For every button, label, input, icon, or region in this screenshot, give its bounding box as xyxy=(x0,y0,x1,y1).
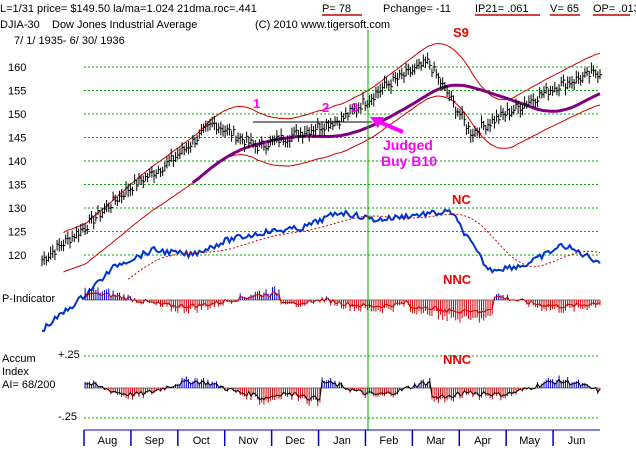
header-copyright: (C) 2010 www.tigersoft.com xyxy=(255,19,390,31)
p-indicator-label: P-Indicator xyxy=(2,293,56,305)
x-tick-label: Jun xyxy=(568,435,586,447)
y-tick-label: 120 xyxy=(8,250,26,262)
p-indicator-ma-line xyxy=(84,291,601,315)
header-ip21: IP21= .061 xyxy=(475,3,529,15)
price-grid xyxy=(84,66,600,256)
y-tick-label: 140 xyxy=(8,156,26,168)
y-tick-label: 150 xyxy=(8,109,26,121)
x-tick-label: May xyxy=(519,435,540,447)
header-pchange: Pchange= -11 xyxy=(383,3,451,15)
x-axis: Aug Sep Oct Nov Dec Jan Feb Mar Apr May Jun xyxy=(83,429,600,447)
x-tick-label: Aug xyxy=(98,435,118,447)
header-symbol: DJIA-30 xyxy=(0,19,40,31)
accum-label-1: Accum xyxy=(2,353,36,365)
price-bars xyxy=(41,52,602,267)
accum-bars xyxy=(84,375,601,407)
header-v: V= 65 xyxy=(550,3,579,15)
judged-label: Judged xyxy=(383,137,433,153)
accum-ma-line xyxy=(85,378,601,402)
peak-2-label: 2 xyxy=(322,100,329,115)
x-tick-label: Oct xyxy=(193,435,210,447)
accum-label-3: AI= 68/200 xyxy=(2,379,56,391)
x-tick-label: Mar xyxy=(426,435,445,447)
accum-minus-label: -.25 xyxy=(58,411,77,423)
header-p: P= 78 xyxy=(322,3,351,15)
x-tick-label: Dec xyxy=(285,435,305,447)
x-tick-label: Apr xyxy=(474,435,491,447)
x-tick-label: Jan xyxy=(333,435,351,447)
judged-arrow xyxy=(370,117,404,134)
y-tick-label: 160 xyxy=(8,62,26,74)
header-op: OP= .013 xyxy=(593,3,636,15)
nnc-label-1: NNC xyxy=(443,272,472,287)
nyse-ad-line xyxy=(42,208,601,332)
price-axis-labels: 120 125 130 135 140 145 150 155 160 xyxy=(8,62,26,262)
y-tick-label: 125 xyxy=(8,227,26,239)
accum-label-2: Index xyxy=(2,366,29,378)
upper-band-line xyxy=(63,43,601,233)
y-tick-label: 145 xyxy=(8,133,26,145)
s9-label: S9 xyxy=(453,25,469,40)
y-tick-label: 130 xyxy=(8,203,26,215)
buy-label: Buy B10 xyxy=(381,153,437,169)
header-line1: L=1/31 price= $149.50 la/ma=1.024 21dma.… xyxy=(0,3,257,15)
nnc-label-2: NNC xyxy=(443,352,472,367)
y-tick-label: 155 xyxy=(8,86,26,98)
x-tick-label: Nov xyxy=(238,435,258,447)
nyse-ma-line xyxy=(127,213,601,280)
peak-1-label: 1 xyxy=(253,96,260,111)
nc-label: NC xyxy=(452,192,471,207)
y-tick-label: 135 xyxy=(8,180,26,192)
header-dates: 7/ 1/ 1935- 6/ 30/ 1936 xyxy=(14,35,125,47)
peak-3-label: 3 xyxy=(351,100,358,115)
accum-plus-label: +.25 xyxy=(58,349,80,361)
lower-band-line xyxy=(63,95,601,273)
x-tick-label: Sep xyxy=(145,435,165,447)
header-name: Dow Jones Industrial Average xyxy=(52,19,197,31)
x-tick-label: Feb xyxy=(379,435,398,447)
